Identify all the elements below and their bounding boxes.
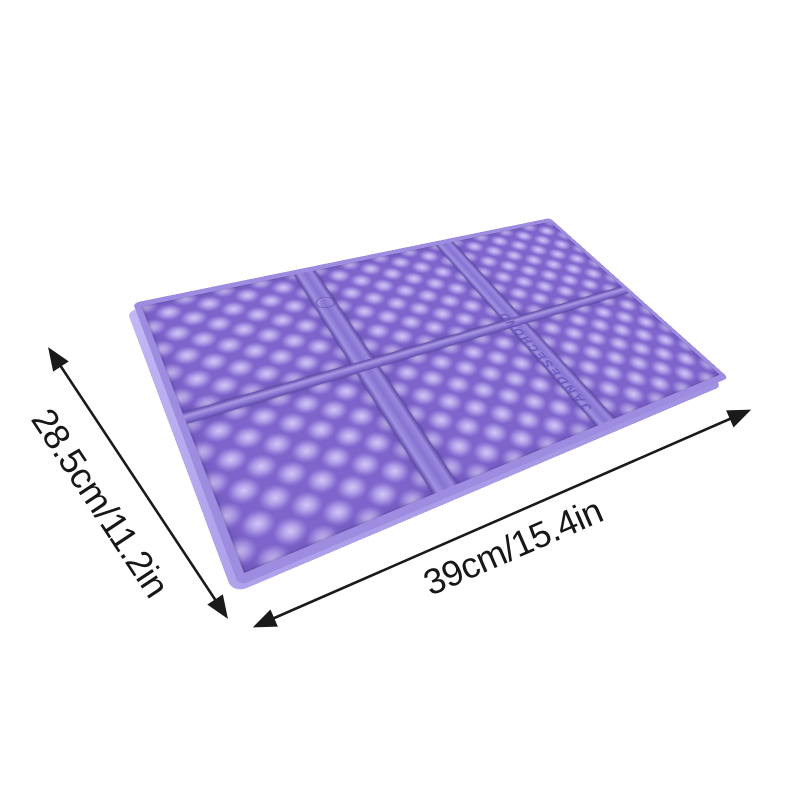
height-dimension-label: 28.5cm/11.2in xyxy=(23,400,178,605)
seat-mat: JANDESECHOND xyxy=(133,218,729,586)
width-dimension-label: 39cm/15.4in xyxy=(417,489,609,604)
